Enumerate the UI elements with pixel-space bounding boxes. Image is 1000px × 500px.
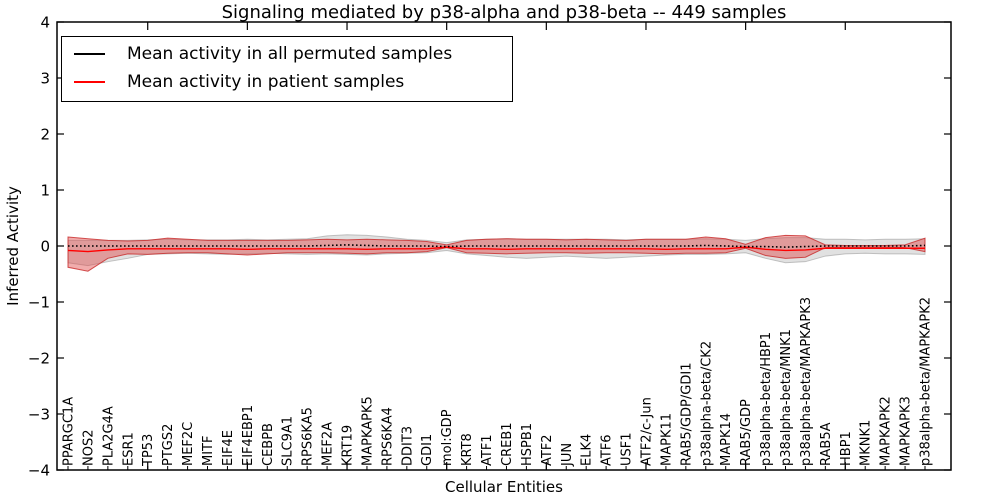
x-tick-label: mol:GDP <box>440 409 455 466</box>
x-tick-label: ATF2/c-Jun <box>639 397 654 466</box>
x-tick-label: RPS6KA5 <box>301 407 316 466</box>
x-tick-label: KRT19 <box>341 425 356 466</box>
y-tick-label: 1 <box>40 182 50 200</box>
x-tick-label: PLA2G4A <box>101 406 116 466</box>
patient-mean-line <box>67 246 925 253</box>
x-tick-label: CEBPB <box>261 423 276 466</box>
x-tick-label: MEF2A <box>321 422 336 466</box>
y-tick-label: 2 <box>40 126 50 144</box>
x-tick-label: MITF <box>201 436 216 466</box>
x-tick-label: p38alpha-beta/MNK1 <box>779 329 794 466</box>
chart-title: Signaling mediated by p38-alpha and p38-… <box>221 2 787 23</box>
x-tick-label: MEF2C <box>181 422 196 466</box>
x-tick-label: RAB5A <box>819 422 834 466</box>
patient-band <box>67 234 926 272</box>
x-tick-label: MAPKAPK3 <box>899 396 914 466</box>
x-tick-label: ELK4 <box>580 434 595 466</box>
x-tick-label: PTGS2 <box>161 424 176 466</box>
legend: Mean activity in all permuted samples Me… <box>61 36 513 102</box>
x-tick-label: NOS2 <box>81 430 96 466</box>
y-tick-label: −4 <box>28 462 50 480</box>
legend-line-sample-black <box>74 53 105 55</box>
x-tick-label: p38alpha-beta/HBP1 <box>759 332 774 466</box>
y-axis-label: Inferred Activity <box>4 186 22 306</box>
x-tick-label: HBP1 <box>839 431 854 466</box>
x-tick-label: TP53 <box>141 434 156 467</box>
x-tick-label: USF1 <box>620 432 635 466</box>
y-tick-label: 0 <box>40 238 50 256</box>
x-tick-label: MAPKAPK5 <box>360 396 375 466</box>
x-tick-label: RAB5/GDP/GDI1 <box>679 363 694 466</box>
x-tick-label: p38alpha-beta/MAPKAPK3 <box>799 297 814 466</box>
x-tick-label: ATF6 <box>600 434 615 466</box>
x-tick-label: p38alpha-beta/CK2 <box>699 341 714 466</box>
x-axis-label: Cellular Entities <box>445 478 563 496</box>
x-tick-label: CREB1 <box>500 422 515 466</box>
y-tick-label: −2 <box>28 350 50 368</box>
legend-line-sample-red <box>74 81 105 83</box>
x-tick-label: RPS6KA4 <box>380 407 395 466</box>
y-tick-label: 3 <box>40 70 50 88</box>
x-tick-label: ATF2 <box>540 434 555 466</box>
legend-label: Mean activity in patient samples <box>127 72 405 92</box>
legend-entry-patient: Mean activity in patient samples <box>74 68 512 96</box>
x-tick-label: RAB5/GDP <box>739 399 754 466</box>
permuted-band <box>67 234 926 267</box>
legend-entry-permuted: Mean activity in all permuted samples <box>74 40 512 68</box>
x-tick-label: ESR1 <box>121 432 136 466</box>
x-tick-label: DDIT3 <box>400 426 415 466</box>
x-tick-label: MKNK1 <box>859 420 874 466</box>
x-tick-label: EIF4E <box>221 430 236 466</box>
x-tick-label: GDI1 <box>420 434 435 466</box>
x-tick-label: MAPKAPK2 <box>879 396 894 466</box>
y-tick-label: −3 <box>28 406 50 424</box>
x-tick-label: MAPK11 <box>659 413 674 466</box>
y-tick-label: −1 <box>28 294 50 312</box>
y-tick-label: 4 <box>40 14 50 32</box>
x-tick-label: p38alpha-beta/MAPKAPK2 <box>919 297 934 466</box>
permuted-mean-line <box>68 244 926 248</box>
x-tick-label: HSPB1 <box>520 423 535 466</box>
legend-label: Mean activity in all permuted samples <box>127 44 453 64</box>
x-tick-label: MAPK14 <box>719 413 734 466</box>
x-tick-label: ATF1 <box>480 434 495 466</box>
x-tick-label: JUN <box>560 443 575 467</box>
x-tick-label: SLC9A1 <box>281 416 296 466</box>
x-tick-label: PPARGC1A <box>62 397 77 466</box>
x-tick-label: KRT8 <box>460 433 475 466</box>
x-tick-label: EIF4EBP1 <box>241 405 256 466</box>
